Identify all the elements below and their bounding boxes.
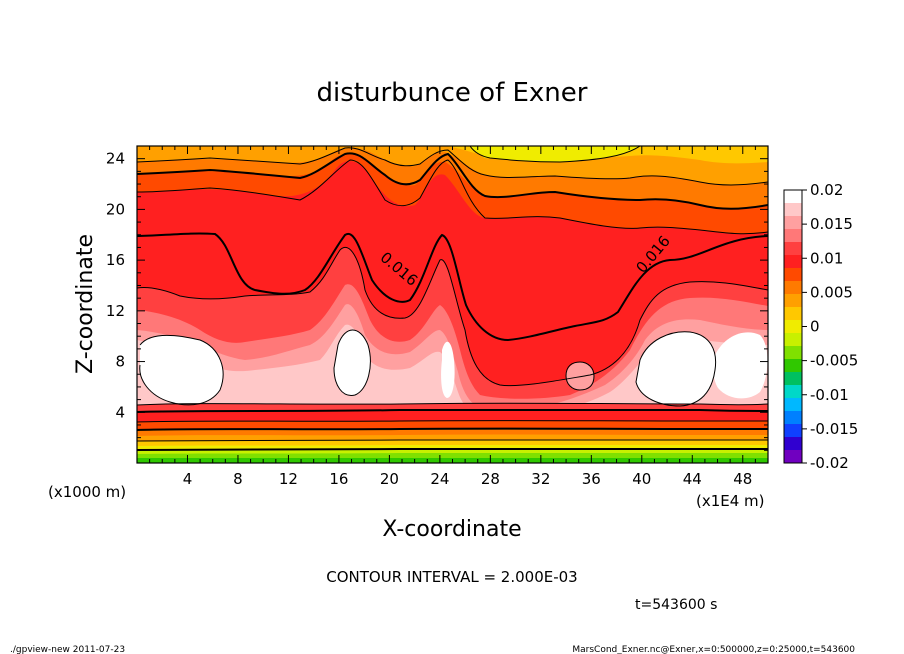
- y-tick-label: 8: [115, 353, 125, 371]
- band-top-yellow: [470, 146, 640, 162]
- y-tick-label: 12: [106, 302, 125, 320]
- x-tick-label: 20: [380, 470, 399, 488]
- contour-line-low-3: [137, 420, 768, 423]
- contour-line-low-4: [137, 427, 768, 431]
- colorbar-swatch: [784, 190, 802, 204]
- colorbar-swatch: [784, 216, 802, 230]
- colorbar-tick-label: -0.015: [810, 420, 858, 438]
- x-unit-right: (x1E4 m): [696, 492, 765, 510]
- pink-blob-1: [566, 362, 594, 390]
- colorbar-swatch: [784, 411, 802, 425]
- x-axis: 4 8 12 16 20 24 28 32 36 40 44 48: [149, 146, 756, 488]
- x-tick-label: 28: [481, 470, 500, 488]
- colorbar-swatch: [784, 281, 802, 295]
- contour-line-white-1: [139, 334, 224, 406]
- colorbar-swatch: [784, 437, 802, 451]
- colorbar-swatch: [784, 372, 802, 386]
- colorbar: 0.02 0.015 0.01 0.005 0 -0.005 -0.01 -0.015 -0.0…: [783, 181, 858, 472]
- contour-line-thick-2: [137, 152, 768, 210]
- y-tick-label: 20: [106, 200, 125, 218]
- contour-line-thin-1: [137, 247, 768, 387]
- contour-line-low-1: [137, 402, 768, 406]
- y-tick-label: 4: [115, 403, 125, 421]
- colorbar-tick-label: -0.02: [810, 454, 849, 472]
- x-tick-label: 40: [632, 470, 651, 488]
- contour-line-white-4: [635, 331, 717, 407]
- colorbar-swatch: [784, 346, 802, 360]
- white-max-4: [636, 331, 716, 406]
- x-tick-label: 12: [279, 470, 298, 488]
- colorbar-tick-label: 0.005: [810, 283, 853, 301]
- y-axis-label: Z-coordinate: [73, 234, 98, 374]
- colorbar-swatch: [784, 320, 802, 334]
- contour-line-thin-4: [469, 146, 641, 163]
- white-max-5: [713, 332, 768, 399]
- y-axis: 4 8 12 16 20 24: [106, 150, 768, 451]
- colorbar-swatch: [784, 268, 802, 282]
- contour-line-low-2: [137, 408, 768, 413]
- colorbar-tick-label: -0.005: [810, 352, 858, 370]
- colorbar-tick-label: -0.01: [810, 386, 849, 404]
- contour-line-thin-3: [137, 147, 768, 186]
- time-label: t=543600 s: [635, 597, 717, 613]
- colorbar-tick-label: 0.01: [810, 249, 843, 267]
- colorbar-swatch: [784, 333, 802, 347]
- contour-field: [137, 146, 768, 463]
- contour-lines: [137, 146, 768, 451]
- colorbar-swatch: [784, 307, 802, 321]
- x-tick-label: 48: [733, 470, 752, 488]
- colorbar-swatch: [784, 424, 802, 438]
- contour-interval-label: CONTOUR INTERVAL = 2.000E-03: [326, 568, 577, 586]
- colorbar-tick-label: 0.015: [810, 215, 853, 233]
- white-max-3: [441, 341, 455, 398]
- x-axis-label: X-coordinate: [382, 517, 521, 542]
- contour-line-blob-1: [565, 361, 595, 391]
- contour-line-thin-2: [137, 159, 768, 235]
- colorbar-tick-label: 0: [810, 318, 820, 336]
- contour-line-low-6: [137, 447, 768, 451]
- colorbar-swatch: [784, 255, 802, 269]
- footer-left: ./gpview-new 2011-07-23: [10, 645, 125, 654]
- contour-line-thick-1: [137, 232, 768, 342]
- x-tick-label: 44: [683, 470, 702, 488]
- white-max-2: [334, 330, 371, 396]
- x-unit-left: (x1000 m): [48, 483, 126, 501]
- colorbar-swatch: [784, 398, 802, 412]
- x-tick-label: 4: [183, 470, 193, 488]
- colorbar-swatch: [784, 294, 802, 308]
- x-tick-label: 8: [233, 470, 243, 488]
- chart-title: disturbunce of Exner: [317, 78, 588, 108]
- x-tick-label: 24: [430, 470, 449, 488]
- colorbar-swatch: [784, 203, 802, 217]
- contour-line-low-5: [137, 439, 768, 442]
- x-tick-label: 32: [531, 470, 550, 488]
- colorbar-swatch: [784, 242, 802, 256]
- colorbar-swatch: [784, 359, 802, 373]
- colorbar-swatch: [784, 385, 802, 399]
- colorbar-tick-label: 0.02: [810, 181, 843, 199]
- y-tick-label: 16: [106, 251, 125, 269]
- colorbar-swatch: [784, 450, 802, 464]
- white-max-1: [139, 335, 224, 405]
- x-tick-label: 16: [329, 470, 348, 488]
- colorbar-swatch: [784, 229, 802, 243]
- contour-line-white-2: [333, 329, 371, 396]
- footer-right: MarsCond_Exner.nc@Exner,x=0:500000,z=0:2…: [572, 645, 855, 654]
- y-tick-label: 24: [106, 150, 125, 168]
- x-tick-label: 36: [582, 470, 601, 488]
- pink-blob-2: [240, 372, 284, 392]
